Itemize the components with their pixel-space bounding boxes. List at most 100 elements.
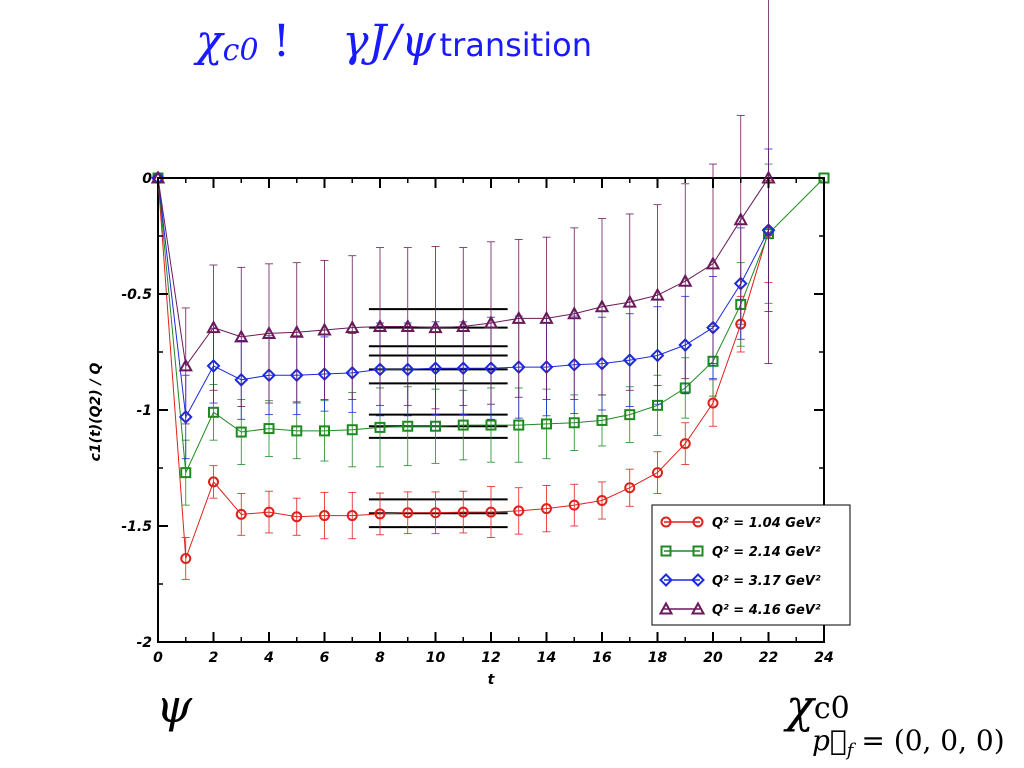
- momentum-sub: f: [845, 740, 857, 761]
- legend-label: Q² = 3.17 GeV²: [712, 574, 821, 589]
- data-point: [513, 419, 525, 431]
- data-point: [180, 552, 192, 564]
- legend-entry: Q² = 4.16 GeV²: [658, 601, 821, 618]
- left-state-label: ψ: [156, 679, 193, 733]
- data-point: [319, 510, 330, 522]
- data-point: [261, 325, 277, 339]
- data-point: [733, 212, 748, 226]
- legend-marker: [659, 573, 673, 587]
- x-tick-label: 20: [703, 650, 723, 666]
- data-point: [208, 476, 219, 488]
- data-point: [624, 409, 636, 421]
- data-point: [402, 507, 414, 519]
- data-point: [678, 273, 693, 287]
- data-point: [319, 425, 330, 437]
- data-point: [456, 318, 471, 332]
- data-point: [235, 508, 247, 520]
- x-tick-label: 14: [537, 650, 556, 666]
- data-point: [457, 506, 469, 518]
- right-state-chi: χ: [783, 679, 817, 733]
- x-tick-label: 0: [153, 650, 163, 666]
- data-point: [178, 358, 193, 372]
- legend-items: Q² = 1.04 GeV² Q² = 2.14 GeV² Q² = 3.17 Ge…: [658, 516, 821, 618]
- data-point: [513, 505, 525, 517]
- legend-entry: Q² = 1.04 GeV²: [660, 516, 821, 531]
- y-tick-label: -1.5: [121, 519, 152, 535]
- x-tick-label: 6: [320, 650, 330, 666]
- legend-marker: [692, 545, 704, 557]
- data-point: [457, 419, 469, 431]
- momentum-label: p⃗f = (0, 0, 0): [812, 724, 1005, 761]
- data-point: [263, 423, 275, 435]
- legend-marker: [660, 545, 672, 557]
- x-tick-label: 2: [209, 650, 219, 666]
- y-tick-label: 0: [142, 171, 152, 187]
- data-point: [567, 306, 582, 320]
- legend-marker: [691, 573, 705, 587]
- data-point: [400, 318, 415, 332]
- data-point: [652, 467, 663, 479]
- y-tick-label: -0.5: [121, 287, 152, 303]
- data-point: [234, 329, 249, 343]
- y-tick-label: -1: [136, 403, 152, 419]
- legend-entry: Q² = 3.17 GeV²: [659, 573, 821, 589]
- fit-bands: [368, 308, 508, 529]
- data-point: [596, 414, 608, 426]
- data-point: [596, 494, 608, 506]
- data-point: [483, 315, 499, 329]
- data-point: [317, 322, 332, 336]
- legend-marker: [658, 601, 674, 615]
- data-point: [485, 419, 497, 431]
- data-point: [539, 310, 554, 324]
- title-gamma: γJ/ψ: [342, 16, 436, 67]
- data-point: [568, 499, 580, 511]
- series-layer: [150, 0, 830, 580]
- data-point: [206, 320, 221, 334]
- legend-marker: [660, 516, 672, 528]
- data-point: [707, 397, 719, 409]
- x-axis-label: t: [488, 672, 496, 688]
- data-point: [568, 417, 580, 429]
- title-chi: χ: [193, 16, 225, 67]
- x-tick-label: 10: [426, 650, 446, 666]
- x-tick-label: 12: [481, 650, 500, 666]
- data-point: [624, 482, 636, 494]
- y-axis-label: c1(t)(Q2) / Q: [88, 363, 104, 462]
- data-point: [208, 406, 219, 418]
- y-tick-label: -2: [136, 635, 152, 651]
- data-point: [650, 287, 665, 301]
- data-point: [428, 320, 443, 334]
- legend-marker: [692, 516, 704, 528]
- data-point: [346, 510, 358, 522]
- right-state-sub: c0: [814, 691, 850, 726]
- right-state-label: χc0: [783, 679, 850, 733]
- data-point: [430, 507, 441, 519]
- legend-label: Q² = 1.04 GeV²: [712, 516, 821, 531]
- data-point: [541, 503, 552, 515]
- data-point: [235, 426, 247, 438]
- data-point: [263, 506, 275, 518]
- title-word: transition: [440, 26, 592, 64]
- ticks-layer: 0 2 4 6 8 10 12 14 16 18 20 22 240-0.5-1-1.5-2: [121, 171, 833, 666]
- data-point: [346, 424, 358, 436]
- data-point: [705, 256, 721, 270]
- title-arrow: !: [273, 16, 291, 67]
- legend-marker: [690, 601, 706, 615]
- legend-entry: Q² = 2.14 GeV²: [660, 545, 821, 560]
- data-point: [374, 421, 386, 433]
- data-point: [180, 467, 192, 479]
- data-point: [430, 420, 441, 432]
- data-point: [291, 425, 303, 437]
- data-point: [485, 506, 497, 518]
- series-4: [150, 0, 776, 425]
- title-chi-sub: c0: [223, 33, 259, 68]
- legend: Q² = 1.04 GeV² Q² = 2.14 GeV² Q² = 3.17 Ge…: [651, 504, 851, 626]
- data-point: [511, 310, 526, 324]
- data-point: [541, 418, 552, 430]
- slide-title: χc0! γJ/ψ transition: [193, 16, 592, 68]
- x-tick-label: 4: [263, 650, 274, 666]
- legend-label: Q² = 4.16 GeV²: [712, 603, 821, 618]
- data-point: [594, 299, 610, 313]
